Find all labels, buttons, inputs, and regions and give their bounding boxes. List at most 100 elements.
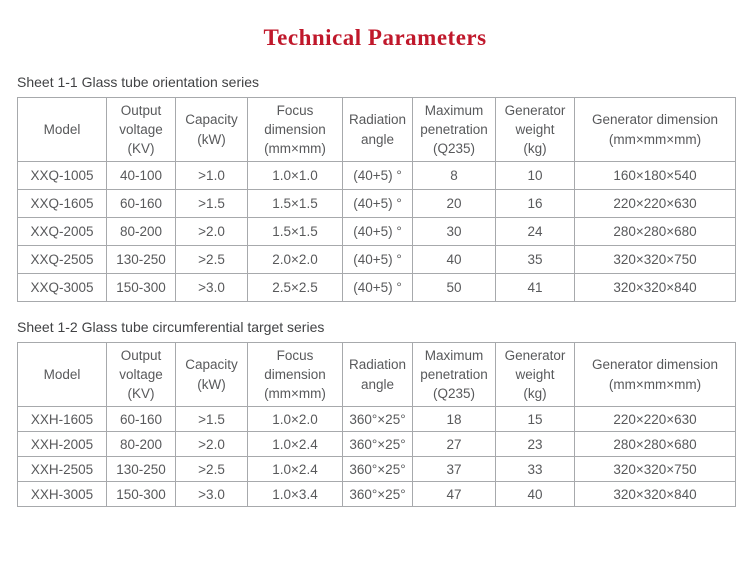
value-cell: 50 <box>412 273 496 302</box>
value-cell: >1.5 <box>175 189 248 218</box>
value-cell: 320×320×840 <box>574 273 736 302</box>
table-row: XXH-2005 80-200 >2.0 1.0×2.4 360°×25° 27 23 280… <box>17 431 736 457</box>
header-row: Model Output voltage (KV) Capacity (kW) Foc… <box>17 97 736 162</box>
value-cell: 23 <box>495 431 575 457</box>
model-cell: XXH-2005 <box>17 431 107 457</box>
model-cell: XXQ-1605 <box>17 189 107 218</box>
column-header: Model <box>17 342 107 407</box>
value-cell: 2.0×2.0 <box>247 245 343 274</box>
value-cell: 16 <box>495 189 575 218</box>
column-header: Generator weight (kg) <box>495 342 575 407</box>
table-row: XXH-1605 60-160 >1.5 1.0×2.0 360°×25° 18 15 220… <box>17 406 736 432</box>
value-cell: 1.0×2.0 <box>247 406 343 432</box>
value-cell: 1.0×3.4 <box>247 481 343 507</box>
value-cell: 1.5×1.5 <box>247 189 343 218</box>
value-cell: 150-300 <box>106 481 176 507</box>
header-row: Model Output voltage (KV) Capacity (kW) Foc… <box>17 342 736 407</box>
column-header: Capacity (kW) <box>175 97 248 162</box>
value-cell: 80-200 <box>106 217 176 246</box>
table-row: XXH-3005 150-300 >3.0 1.0×3.4 360°×25° 47 40 32… <box>17 481 736 507</box>
value-cell: 8 <box>412 161 496 190</box>
value-cell: 160×180×540 <box>574 161 736 190</box>
value-cell: 360°×25° <box>342 456 413 482</box>
value-cell: 360°×25° <box>342 406 413 432</box>
value-cell: >3.0 <box>175 273 248 302</box>
value-cell: 37 <box>412 456 496 482</box>
value-cell: 2.5×2.5 <box>247 273 343 302</box>
column-header: Focus dimension (mm×mm) <box>247 97 343 162</box>
value-cell: 1.0×2.4 <box>247 456 343 482</box>
value-cell: 220×220×630 <box>574 189 736 218</box>
value-cell: 130-250 <box>106 456 176 482</box>
column-header: Capacity (kW) <box>175 342 248 407</box>
table-row: XXH-2505 130-250 >2.5 1.0×2.4 360°×25° 37 33 32… <box>17 456 736 482</box>
column-header: Generator weight (kg) <box>495 97 575 162</box>
column-header: Output voltage (KV) <box>106 342 176 407</box>
value-cell: >2.0 <box>175 431 248 457</box>
value-cell: 41 <box>495 273 575 302</box>
table-row: XXQ-1005 40-100 >1.0 1.0×1.0 (40+5) ° 8 10 160×… <box>17 161 736 190</box>
value-cell: 20 <box>412 189 496 218</box>
sheet1-table: Model Output voltage (KV) Capacity (kW) Foc… <box>17 97 736 302</box>
column-header: Generator dimension (mm×mm×mm) <box>574 97 736 162</box>
value-cell: (40+5) ° <box>342 273 413 302</box>
sheet2-caption: Sheet 1-2 Glass tube circumferential tar… <box>17 319 325 335</box>
sheet2-table: Model Output voltage (KV) Capacity (kW) Foc… <box>17 342 736 507</box>
value-cell: >2.0 <box>175 217 248 246</box>
value-cell: 80-200 <box>106 431 176 457</box>
column-header: Focus dimension (mm×mm) <box>247 342 343 407</box>
model-cell: XXQ-3005 <box>17 273 107 302</box>
value-cell: >3.0 <box>175 481 248 507</box>
column-header: Maximum penetration (Q235) <box>412 97 496 162</box>
model-cell: XXH-2505 <box>17 456 107 482</box>
value-cell: 30 <box>412 217 496 246</box>
value-cell: 220×220×630 <box>574 406 736 432</box>
value-cell: 1.0×1.0 <box>247 161 343 190</box>
value-cell: 60-160 <box>106 406 176 432</box>
column-header: Radiation angle <box>342 97 413 162</box>
value-cell: (40+5) ° <box>342 161 413 190</box>
table-row: XXQ-2005 80-200 >2.0 1.5×1.5 (40+5) ° 30 24 280… <box>17 217 736 246</box>
column-header: Maximum penetration (Q235) <box>412 342 496 407</box>
value-cell: 130-250 <box>106 245 176 274</box>
value-cell: 320×320×750 <box>574 456 736 482</box>
column-header: Generator dimension (mm×mm×mm) <box>574 342 736 407</box>
sheet1-caption: Sheet 1-1 Glass tube orientation series <box>17 74 260 90</box>
value-cell: 35 <box>495 245 575 274</box>
value-cell: >1.0 <box>175 161 248 190</box>
value-cell: 60-160 <box>106 189 176 218</box>
value-cell: >2.5 <box>175 456 248 482</box>
value-cell: 40 <box>412 245 496 274</box>
model-cell: XXQ-2505 <box>17 245 107 274</box>
page-title: Technical Parameters <box>263 25 487 50</box>
value-cell: 360°×25° <box>342 481 413 507</box>
value-cell: 1.5×1.5 <box>247 217 343 246</box>
value-cell: 10 <box>495 161 575 190</box>
table-row: XXQ-1605 60-160 >1.5 1.5×1.5 (40+5) ° 20 16 220… <box>17 189 736 218</box>
value-cell: 33 <box>495 456 575 482</box>
column-header: Model <box>17 97 107 162</box>
value-cell: >1.5 <box>175 406 248 432</box>
table-row: XXQ-3005 150-300 >3.0 2.5×2.5 (40+5) ° 50 41 32… <box>17 273 736 302</box>
model-cell: XXH-3005 <box>17 481 107 507</box>
value-cell: 280×280×680 <box>574 217 736 246</box>
value-cell: (40+5) ° <box>342 245 413 274</box>
table-row: XXQ-2505 130-250 >2.5 2.0×2.0 (40+5) ° 40 35 32… <box>17 245 736 274</box>
value-cell: 280×280×680 <box>574 431 736 457</box>
value-cell: 15 <box>495 406 575 432</box>
value-cell: 18 <box>412 406 496 432</box>
model-cell: XXQ-1005 <box>17 161 107 190</box>
column-header: Radiation angle <box>342 342 413 407</box>
value-cell: (40+5) ° <box>342 189 413 218</box>
value-cell: 40 <box>495 481 575 507</box>
value-cell: 150-300 <box>106 273 176 302</box>
value-cell: >2.5 <box>175 245 248 274</box>
value-cell: 320×320×840 <box>574 481 736 507</box>
value-cell: 320×320×750 <box>574 245 736 274</box>
value-cell: 47 <box>412 481 496 507</box>
column-header: Output voltage (KV) <box>106 97 176 162</box>
value-cell: 40-100 <box>106 161 176 190</box>
model-cell: XXH-1605 <box>17 406 107 432</box>
value-cell: 1.0×2.4 <box>247 431 343 457</box>
value-cell: 360°×25° <box>342 431 413 457</box>
